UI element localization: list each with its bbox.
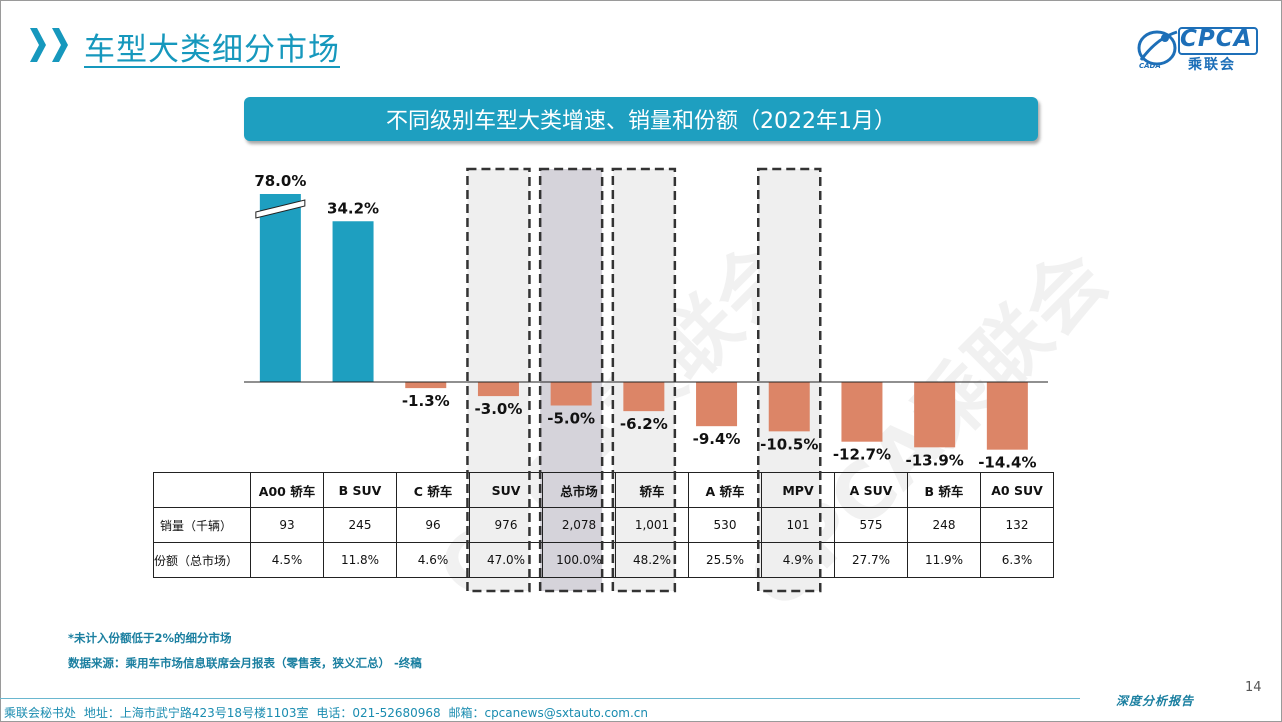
column-header: A0 SUV [980,472,1054,508]
table-cell: 47.0% [469,542,543,578]
data-label: -3.0% [475,400,523,418]
data-label: -10.5% [760,435,818,453]
column-header: B 轿车 [907,472,981,508]
table-header-row: A00 轿车 B SUV C 轿车 SUV 总市场 轿车 A 轿车 MPV A … [153,472,1054,508]
table-cell: 101 [761,507,835,543]
logo-text: CPCA [1180,26,1253,52]
table-cell: 100.0% [542,542,616,578]
table-cell: 93 [250,507,324,543]
data-label: -5.0% [547,410,595,428]
table-cell: 25.5% [688,542,762,578]
bar [259,194,301,382]
bar [914,382,956,448]
data-label: -12.7% [833,446,891,464]
column-header: 总市场 [542,472,616,508]
table-cell: 4.9% [761,542,835,578]
bar [477,382,519,397]
data-label: -9.4% [693,430,741,448]
data-label: -1.3% [402,392,450,410]
page-title: 车型大类细分市场 [84,32,340,68]
table-cell: 1,001 [615,507,689,543]
data-label: 78.0% [254,172,306,190]
table-corner-cell [153,472,251,508]
table-row-share: 份额（总市场） 4.5% 11.8% 4.6% 47.0% 100.0% 48.… [153,542,1054,578]
bar [696,382,738,427]
footnote-source: 数据来源：乘用车市场信息联席会月报表（零售表，狭义汇总） -终稿 [68,656,422,670]
data-label: -6.2% [620,415,668,433]
bar [986,382,1028,450]
page-number: 14 [1245,680,1262,695]
column-header: SUV [469,472,543,508]
data-label: -14.4% [978,454,1036,472]
footer-tag: 深度分析报告 [1116,694,1195,708]
data-table: A00 轿车 B SUV C 轿车 SUV 总市场 轿车 A 轿车 MPV A … [153,472,1054,578]
table-cell: 976 [469,507,543,543]
column-header: B SUV [323,472,397,508]
axis-break-mark [255,199,306,219]
table-row-sales: 销量（千辆） 93 245 96 976 2,078 1,001 530 101… [153,507,1054,543]
bar [332,221,374,382]
column-header: A 轿车 [688,472,762,508]
data-label: 34.2% [327,199,379,217]
column-header: A00 轿车 [250,472,324,508]
data-label: -13.9% [906,451,964,469]
logo-subtext: CADA [1139,62,1161,70]
bar [768,382,810,432]
footer-divider [0,698,1080,699]
table-cell: 27.7% [834,542,908,578]
table-cell: 530 [688,507,762,543]
row-label: 销量（千辆） [153,507,251,543]
table-cell: 48.2% [615,542,689,578]
logo-chinese-text: 乘联会 [1188,57,1236,73]
bar [623,382,665,412]
table-cell: 245 [323,507,397,543]
row-label: 份额（总市场） [153,542,251,578]
table-cell: 2,078 [542,507,616,543]
table-cell: 96 [396,507,470,543]
chevron-right-icon [30,28,46,62]
bar [550,382,592,406]
table-cell: 132 [980,507,1054,543]
table-cell: 4.5% [250,542,324,578]
column-header: A SUV [834,472,908,508]
chart-title-banner: 不同级别车型大类增速、销量和份额（2022年1月） [244,97,1038,141]
bar [405,382,447,389]
chevron-right-icon [52,28,68,62]
footer-contact: 乘联会秘书处 地址：上海市武宁路423号18号楼1103室 电话：021-526… [4,706,649,720]
table-cell: 11.9% [907,542,981,578]
column-header: MPV [761,472,835,508]
footnote-share: *未计入份额低于2%的细分市场 [68,631,232,645]
bar [841,382,883,442]
table-cell: 248 [907,507,981,543]
column-header: C 轿车 [396,472,470,508]
table-cell: 4.6% [396,542,470,578]
table-cell: 575 [834,507,908,543]
column-header: 轿车 [615,472,689,508]
cpca-logo-icon [1137,27,1258,66]
table-cell: 11.8% [323,542,397,578]
table-cell: 6.3% [980,542,1054,578]
